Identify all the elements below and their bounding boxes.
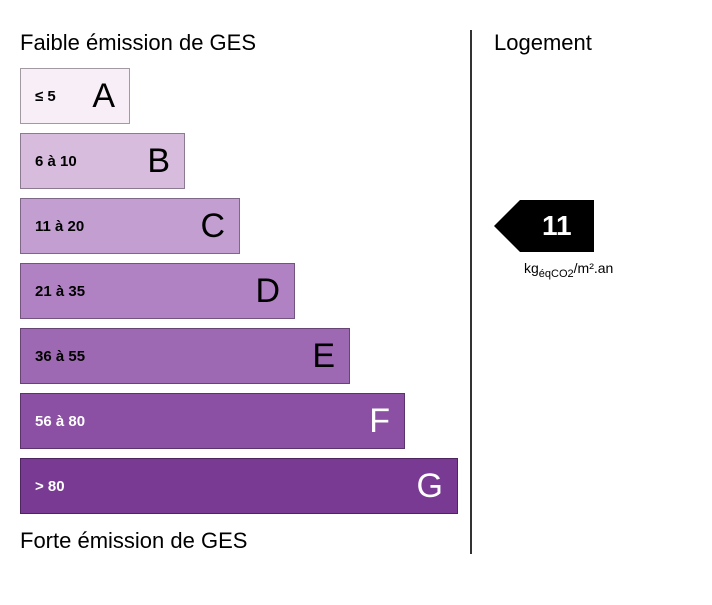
bar-letter: A (92, 77, 115, 116)
unit-sub: éqCO2 (539, 268, 574, 280)
bar-letter: F (369, 402, 390, 441)
bar-c: 11 à 20 C (20, 198, 240, 254)
bar-g: > 80 G (20, 458, 458, 514)
bar-e: 36 à 55 E (20, 328, 350, 384)
bar-range: 11 à 20 (35, 218, 84, 235)
bar-b: 6 à 10 B (20, 133, 185, 189)
value-badge: 11 (520, 200, 594, 252)
bar-range: 21 à 35 (35, 283, 85, 300)
bar-d: 21 à 35 D (20, 263, 295, 319)
unit-suffix: /m².an (574, 260, 614, 276)
bar-range: > 80 (35, 478, 65, 495)
unit-label: kgéqCO2/m².an (524, 260, 692, 280)
bar-letter: D (255, 272, 280, 311)
unit-prefix: kg (524, 260, 539, 276)
bar-letter: G (417, 467, 443, 506)
value-indicator: 11 (494, 200, 692, 252)
bar-letter: C (200, 207, 225, 246)
scale-panel: Faible émission de GES ≤ 5 A 6 à 10 B 11 à 2… (20, 30, 460, 554)
ges-diagram: Faible émission de GES ≤ 5 A 6 à 10 B 11 à 2… (20, 30, 692, 554)
bar-range: ≤ 5 (35, 88, 56, 105)
result-panel: Logement 11 kgéqCO2/m².an (470, 30, 692, 554)
bar-a: ≤ 5 A (20, 68, 130, 124)
arrow-tip-icon (494, 200, 520, 252)
bars-container: ≤ 5 A 6 à 10 B 11 à 20 C 21 à 35 D 36 à 55 E 56 à … (20, 68, 460, 514)
title-low-emission: Faible émission de GES (20, 30, 460, 56)
bar-range: 56 à 80 (35, 413, 85, 430)
title-high-emission: Forte émission de GES (20, 528, 460, 554)
bar-f: 56 à 80 F (20, 393, 405, 449)
bar-letter: E (312, 337, 335, 376)
bar-range: 6 à 10 (35, 153, 77, 170)
indicator-wrap: 11 kgéqCO2/m².an (494, 200, 692, 280)
bar-letter: B (147, 142, 170, 181)
title-result: Logement (494, 30, 692, 56)
bar-range: 36 à 55 (35, 348, 85, 365)
